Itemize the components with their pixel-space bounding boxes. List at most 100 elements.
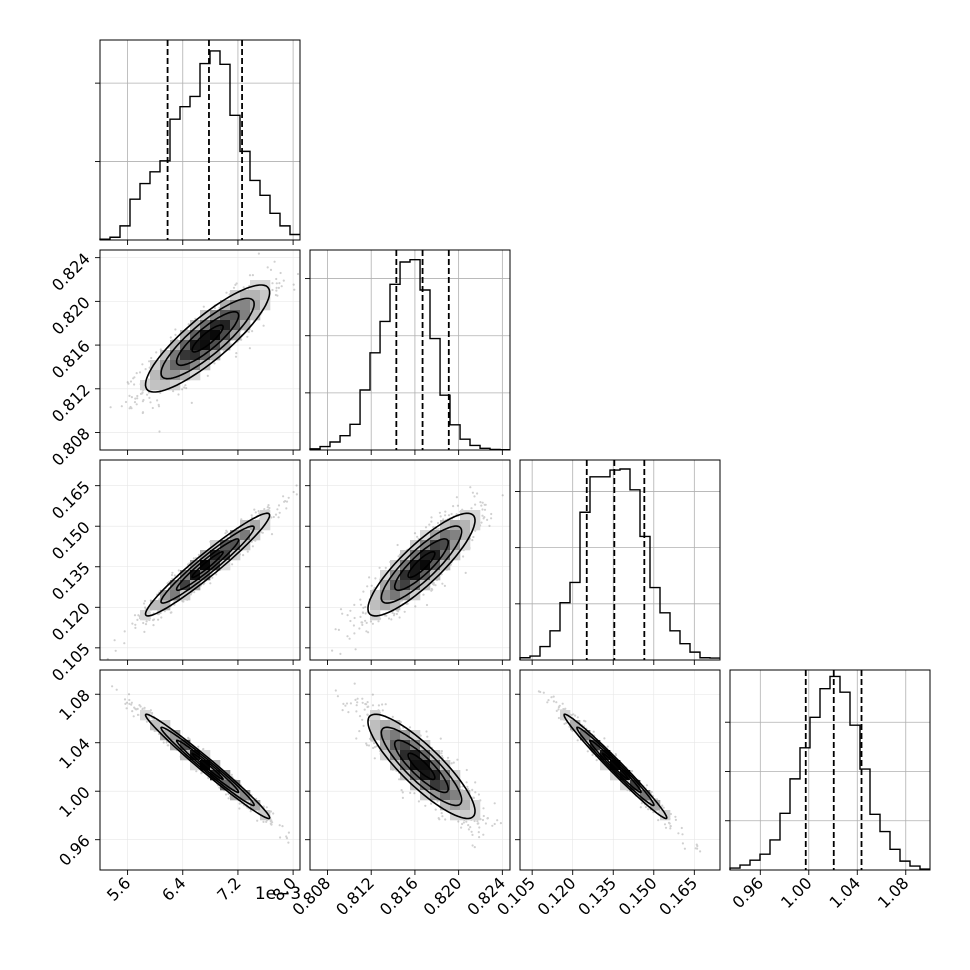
- hist-step-line: [729, 675, 930, 870]
- scatter-point: [275, 277, 278, 281]
- scatter-point: [392, 614, 396, 617]
- scatter-point: [174, 328, 177, 331]
- scatter-point: [444, 510, 447, 513]
- scatter-point: [484, 503, 487, 506]
- hist-bar: [570, 582, 580, 660]
- scatter-point: [364, 612, 367, 615]
- scatter-point: [488, 524, 491, 528]
- scatter-point: [334, 628, 337, 631]
- scatter-point: [486, 518, 489, 522]
- scatter-point: [426, 735, 429, 738]
- scatter-point: [353, 616, 356, 620]
- scatter-point: [464, 571, 467, 575]
- scatter-point: [337, 628, 340, 632]
- scatter-point: [232, 286, 236, 289]
- scatter-point: [143, 706, 146, 710]
- scatter-point: [134, 397, 137, 400]
- scatter-point: [341, 612, 344, 615]
- scatter-point: [358, 627, 361, 630]
- scatter-point: [353, 632, 356, 635]
- scatter-point: [480, 504, 483, 507]
- scatter-point: [272, 812, 275, 815]
- scatter-point: [364, 605, 367, 609]
- pair-panel: [95, 250, 300, 455]
- scatter-point: [256, 819, 259, 822]
- scatter-point: [148, 360, 151, 363]
- scatter-point: [470, 507, 473, 510]
- scatter-point: [444, 818, 447, 821]
- scatter-point: [133, 706, 136, 709]
- scatter-point: [481, 508, 484, 511]
- scatter-point: [172, 390, 175, 393]
- scatter-point: [474, 503, 477, 506]
- scatter-point: [250, 514, 253, 517]
- hist-bar: [630, 490, 640, 660]
- scatter-point: [262, 820, 265, 824]
- scatter-point: [471, 833, 474, 837]
- scatter-point: [152, 618, 156, 621]
- hist-bar: [420, 290, 430, 450]
- scatter-point: [385, 614, 388, 617]
- scatter-point: [362, 611, 365, 615]
- scatter-point: [181, 388, 184, 391]
- scatter-point: [339, 652, 342, 656]
- scatter-point: [169, 611, 172, 614]
- scatter-point: [139, 392, 143, 395]
- pair-panel: [95, 460, 300, 665]
- scatter-point: [285, 837, 289, 840]
- scatter-point: [246, 335, 249, 338]
- scatter-point: [253, 508, 256, 511]
- scatter-point: [126, 381, 129, 384]
- scatter-point: [136, 618, 139, 622]
- hist-bar: [780, 813, 790, 870]
- scatter-point: [359, 598, 362, 601]
- scatter-point: [138, 371, 142, 374]
- panel-axes: [725, 670, 930, 875]
- scatter-point: [268, 506, 271, 510]
- scatter-point: [476, 492, 479, 495]
- scatter-point: [134, 626, 137, 630]
- scatter-point: [230, 773, 233, 776]
- panel-frame: [519, 459, 721, 661]
- scatter-point: [413, 532, 417, 535]
- scatter-point: [150, 356, 153, 360]
- scatter-point: [349, 702, 352, 705]
- scatter-point: [173, 574, 176, 577]
- scatter-point: [133, 376, 136, 379]
- scatter-point: [169, 336, 172, 339]
- hist-bar: [740, 865, 750, 870]
- scatter-point: [438, 511, 441, 514]
- scatter-point: [224, 793, 228, 796]
- scatter-point: [455, 496, 458, 499]
- scatter-point: [134, 623, 137, 626]
- scatter-point: [211, 576, 214, 579]
- scatter-point: [354, 648, 357, 651]
- scatter-point: [436, 521, 440, 525]
- hist-bar: [220, 64, 230, 240]
- scatter-point: [192, 557, 195, 560]
- hist-bar: [140, 184, 150, 240]
- hist-bar: [290, 235, 300, 240]
- hist-bar: [380, 321, 390, 450]
- scatter-point: [141, 391, 144, 394]
- hist-bar: [750, 860, 760, 870]
- scatter-point: [414, 605, 417, 608]
- scatter-point: [257, 252, 260, 255]
- scatter-point: [471, 844, 474, 847]
- panel-axes: [515, 460, 720, 665]
- scatter-point: [331, 649, 334, 652]
- scatter-point: [369, 620, 372, 623]
- hist-step-line: [99, 50, 300, 240]
- scatter-point: [113, 639, 116, 642]
- scatter-point: [261, 531, 264, 534]
- scatter-point: [114, 649, 117, 652]
- hist-bar: [880, 832, 890, 870]
- scatter-point: [452, 505, 455, 508]
- scatter-point: [136, 713, 140, 717]
- scatter-point: [434, 584, 437, 587]
- scatter-point: [262, 324, 265, 327]
- scatter-point: [371, 622, 374, 625]
- scatter-point: [348, 637, 351, 640]
- hist-bar: [340, 436, 350, 450]
